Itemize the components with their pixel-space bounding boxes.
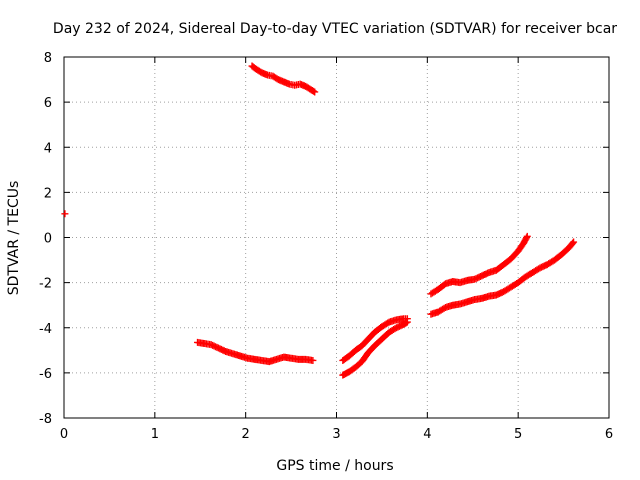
data-point	[569, 239, 577, 247]
series-arc-5	[427, 232, 531, 298]
series-arc-2	[194, 338, 317, 366]
grid-lines	[64, 57, 609, 418]
y-tick-label: -2	[39, 277, 52, 292]
data-point	[309, 356, 317, 364]
data-point	[61, 210, 69, 218]
series-arc-3	[339, 318, 411, 379]
y-tick-label: 0	[44, 232, 52, 247]
series-arc-4	[339, 315, 411, 364]
y-axis-ticks: -8 -6 -4 -2 0 2 4 6 8	[39, 51, 609, 427]
y-tick-label: -6	[39, 367, 52, 382]
y-axis-label: SDTVAR / TECUs	[6, 181, 22, 296]
data-point	[311, 88, 319, 96]
x-tick-label: 2	[242, 427, 250, 442]
data-point	[523, 232, 531, 240]
chart-title: Day 232 of 2024, Sidereal Day-to-day VTE…	[53, 21, 617, 37]
y-tick-label: 2	[44, 186, 52, 201]
series-arc-1	[248, 62, 319, 96]
data-point	[403, 315, 411, 323]
y-tick-label: -4	[39, 322, 52, 337]
y-tick-label: 6	[44, 96, 52, 111]
y-tick-label: -8	[39, 412, 52, 427]
data-point	[309, 87, 317, 95]
x-axis-label: GPS time / hours	[276, 458, 393, 474]
x-tick-label: 0	[60, 427, 68, 442]
series-arc-0	[61, 210, 69, 218]
x-axis-ticks: 0 1 2 3 4 5 6	[60, 57, 613, 442]
y-tick-label: 4	[44, 141, 52, 156]
x-tick-label: 4	[423, 427, 431, 442]
y-tick-label: 8	[44, 51, 52, 66]
x-tick-label: 1	[151, 427, 159, 442]
data-point	[570, 238, 578, 246]
x-tick-label: 5	[514, 427, 522, 442]
data-point	[523, 234, 531, 242]
data-points	[61, 62, 578, 379]
x-tick-label: 6	[605, 427, 613, 442]
x-tick-label: 3	[332, 427, 340, 442]
series-arc-6	[427, 238, 578, 318]
